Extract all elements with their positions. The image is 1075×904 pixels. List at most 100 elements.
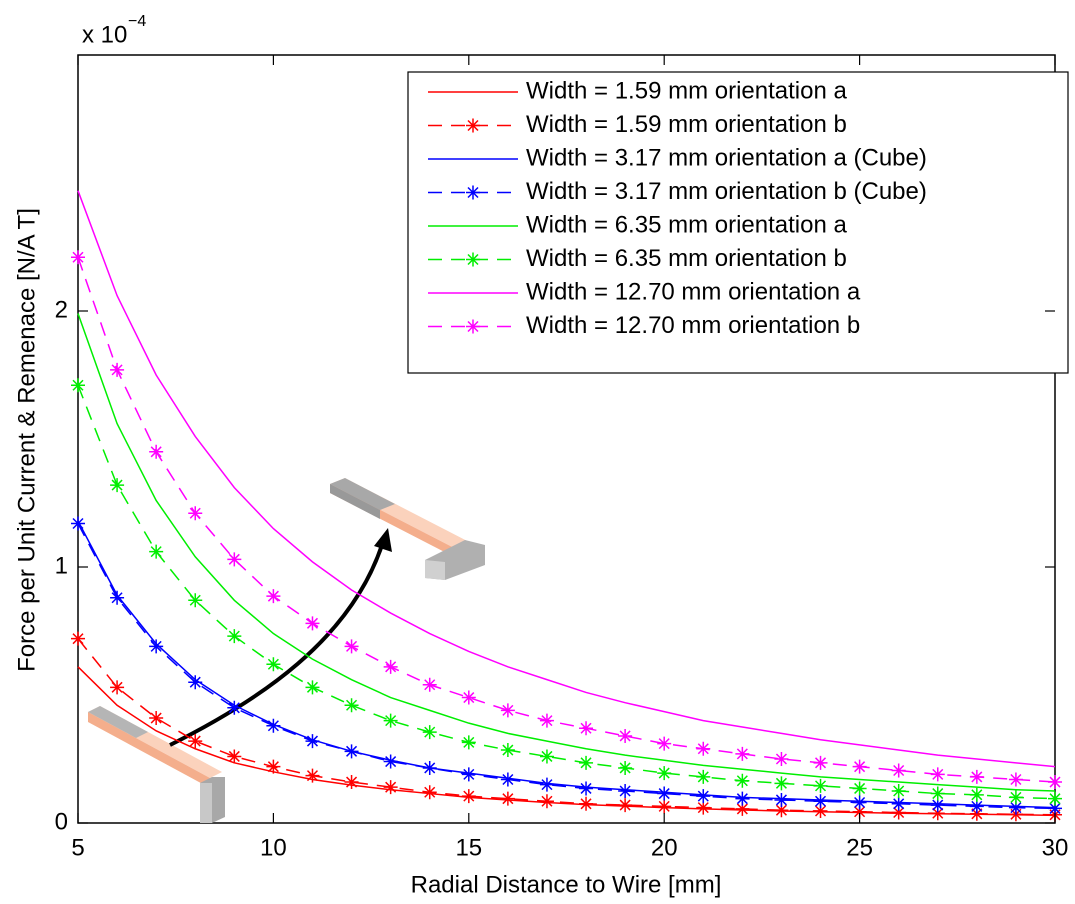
marker <box>813 794 828 809</box>
marker <box>422 760 437 775</box>
x-tick-label: 20 <box>651 834 678 861</box>
marker <box>383 754 398 769</box>
marker <box>969 806 984 821</box>
marker <box>735 801 750 816</box>
marker <box>466 118 480 133</box>
marker <box>1008 772 1023 787</box>
magnet-bar-side <box>88 712 210 788</box>
marker <box>344 744 359 759</box>
legend-label: Width = 6.35 mm orientation b <box>526 245 847 272</box>
marker <box>891 796 906 811</box>
marker <box>618 784 633 798</box>
marker <box>383 780 398 795</box>
marker <box>149 711 164 726</box>
marker <box>305 680 320 695</box>
marker <box>149 639 164 654</box>
marker <box>539 749 554 764</box>
marker <box>500 791 515 806</box>
series-line <box>77 190 1056 768</box>
marker <box>696 789 711 804</box>
marker <box>227 629 242 644</box>
marker <box>774 776 789 791</box>
marker <box>110 362 125 377</box>
marker <box>1008 800 1023 815</box>
legend-box <box>407 71 1069 374</box>
marker <box>891 763 906 778</box>
legend-label: Width = 12.70 mm orientation a <box>526 278 861 305</box>
series-line <box>77 523 1056 810</box>
marker <box>344 775 359 790</box>
marker <box>466 252 480 267</box>
marker <box>422 677 437 692</box>
series-line <box>77 313 1056 792</box>
marker <box>852 759 867 774</box>
arrow-shaft <box>169 544 384 747</box>
magnet-illustration-large <box>330 478 485 580</box>
marker <box>422 725 437 740</box>
marker <box>466 185 480 200</box>
marker <box>227 700 242 715</box>
marker <box>696 800 711 815</box>
marker <box>891 784 906 798</box>
marker <box>735 773 750 788</box>
marker <box>305 616 320 631</box>
series-line <box>77 384 1056 800</box>
arrow <box>169 528 392 747</box>
marker <box>696 769 711 784</box>
x-tick-label: 15 <box>455 834 482 861</box>
marker <box>735 791 750 806</box>
marker <box>266 718 281 733</box>
marker <box>71 516 85 531</box>
marker <box>579 796 594 811</box>
marker <box>188 675 203 690</box>
marker <box>696 741 711 756</box>
marker <box>500 743 515 758</box>
marker <box>579 755 594 770</box>
marker <box>110 590 125 605</box>
y-multiplier: x 10 <box>82 21 127 48</box>
x-tick-label: 25 <box>846 834 873 861</box>
marker <box>852 804 867 819</box>
marker <box>539 777 554 792</box>
marker <box>930 767 945 782</box>
marker <box>344 639 359 654</box>
legend-label: Width = 3.17 mm orientation a (Cube) <box>526 144 927 171</box>
marker <box>735 746 750 761</box>
marker <box>969 799 984 814</box>
series-layer <box>71 190 1062 822</box>
marker <box>657 786 672 801</box>
x-tick-label: 10 <box>260 834 287 861</box>
marker <box>227 552 242 567</box>
marker <box>618 760 633 775</box>
marker <box>813 778 828 793</box>
legend-label: Width = 1.59 mm orientation b <box>526 111 847 138</box>
marker <box>657 799 672 814</box>
y-axis-label: Force per Unit Current & Remenace [N/A T… <box>13 208 40 672</box>
marker <box>969 787 984 802</box>
magnet-end-side <box>330 484 380 519</box>
marker <box>500 703 515 718</box>
marker <box>1048 791 1062 806</box>
marker <box>930 798 945 813</box>
marker <box>422 785 437 800</box>
marker <box>461 735 476 750</box>
marker <box>774 803 789 818</box>
marker <box>188 506 203 521</box>
marker <box>618 728 633 743</box>
marker <box>344 698 359 713</box>
marker <box>71 631 85 646</box>
y-multiplier-exponent: −4 <box>128 13 146 30</box>
marker <box>657 736 672 751</box>
marker <box>149 544 164 559</box>
marker <box>266 657 281 672</box>
marker <box>813 755 828 770</box>
marker <box>969 769 984 784</box>
marker <box>774 752 789 766</box>
marker <box>110 680 125 695</box>
arrow-head <box>374 528 392 552</box>
marker <box>266 589 281 604</box>
magnet-end <box>330 478 395 510</box>
marker <box>461 789 476 804</box>
marker <box>149 444 164 459</box>
